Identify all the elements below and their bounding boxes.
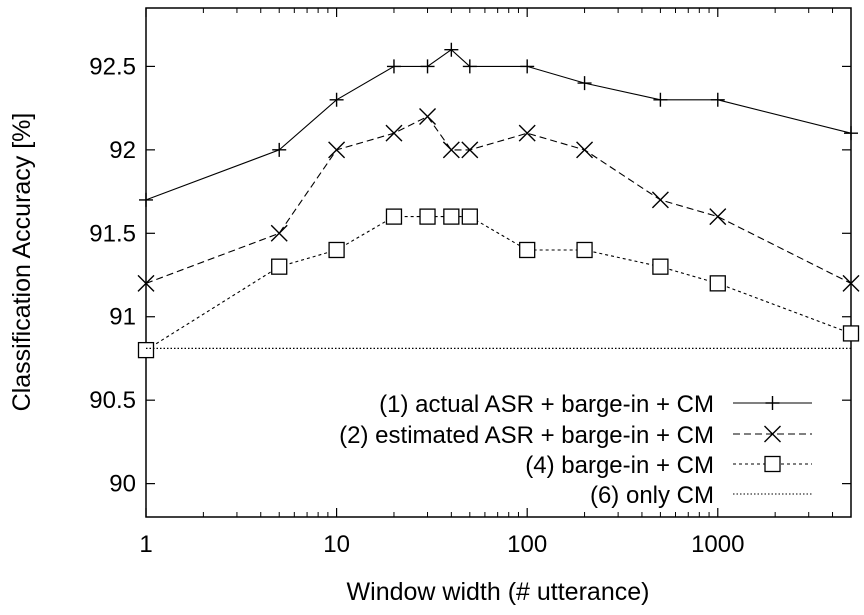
data-point-plus [444, 42, 459, 57]
data-point-cross [709, 208, 727, 226]
x-tick-label: 10 [323, 531, 350, 558]
y-axis-title: Classification Accuracy [%] [8, 113, 36, 412]
series-line [145, 216, 852, 351]
legend-entry-1: (1) actual ASR + barge-in + CM [379, 391, 812, 418]
data-point-square [419, 208, 436, 225]
data-point-plus [844, 126, 858, 141]
legend-label: (4) barge-in + CM [525, 452, 714, 479]
x-tick-label: 1 [139, 531, 152, 558]
series-1 [139, 42, 858, 207]
data-point-square [443, 208, 460, 225]
data-point-plus [272, 142, 287, 157]
data-point-plus [765, 396, 780, 410]
y-tick-label: 92.5 [89, 53, 136, 80]
data-point-square [271, 258, 288, 275]
data-point-plus [653, 92, 668, 107]
legend-label: (1) actual ASR + barge-in + CM [379, 391, 714, 418]
legend-entry-4: (6) only CM [590, 482, 812, 509]
series-group [137, 42, 860, 359]
legend: (1) actual ASR + barge-in + CM (2) estima… [339, 391, 812, 509]
data-point-square [764, 455, 781, 473]
data-point-cross [651, 191, 669, 209]
axis-ticks [145, 8, 852, 517]
y-tick-label: 90.5 [89, 387, 136, 414]
y-tick-labels: 90 90.5 91 91.5 92 92.5 [89, 53, 136, 497]
data-point-cross [328, 141, 346, 159]
legend-entry-3: (4) barge-in + CM [525, 452, 812, 479]
legend-label: (2) estimated ASR + barge-in + CM [339, 422, 714, 449]
data-point-square [519, 241, 536, 259]
data-point-cross [419, 107, 437, 125]
x-axis-title: Window width (# utterance) [347, 578, 650, 606]
data-point-square [137, 341, 155, 359]
data-point-cross [576, 141, 594, 159]
data-point-plus [577, 76, 592, 91]
data-point-square [385, 208, 403, 225]
data-point-plus [139, 192, 153, 207]
data-point-plus [710, 92, 725, 107]
data-point-plus [420, 59, 435, 74]
data-point-plus [329, 92, 344, 107]
data-point-cross [270, 224, 288, 242]
data-point-plus [462, 59, 477, 74]
legend-entry-2: (2) estimated ASR + barge-in + CM [339, 422, 812, 449]
data-point-cross [385, 124, 403, 142]
data-point-square [328, 241, 345, 259]
data-point-cross [842, 274, 860, 292]
series-line [145, 115, 852, 284]
data-point-cross [461, 141, 479, 159]
data-point-square [576, 241, 593, 259]
data-point-plus [520, 59, 535, 74]
data-point-square [709, 275, 726, 292]
data-point-cross [137, 274, 155, 292]
series-2 [137, 107, 860, 292]
y-tick-label: 92 [109, 137, 136, 164]
plot-area-frame [145, 7, 852, 518]
x-tick-labels: 1 10 100 1000 [139, 531, 744, 558]
y-tick-label: 91.5 [89, 220, 136, 247]
data-point-plus [386, 59, 401, 74]
x-tick-label: 100 [507, 531, 547, 558]
data-point-square [652, 258, 669, 275]
data-point-cross [518, 124, 536, 142]
data-point-cross [442, 141, 460, 159]
x-tick-label: 1000 [691, 531, 744, 558]
series-3 [137, 208, 860, 359]
data-point-square [842, 325, 860, 342]
y-tick-label: 90 [109, 471, 136, 498]
data-point-square [461, 208, 478, 225]
series-line [145, 48, 852, 201]
legend-label: (6) only CM [590, 482, 714, 509]
y-tick-label: 91 [109, 304, 136, 331]
data-point-cross [764, 425, 781, 443]
